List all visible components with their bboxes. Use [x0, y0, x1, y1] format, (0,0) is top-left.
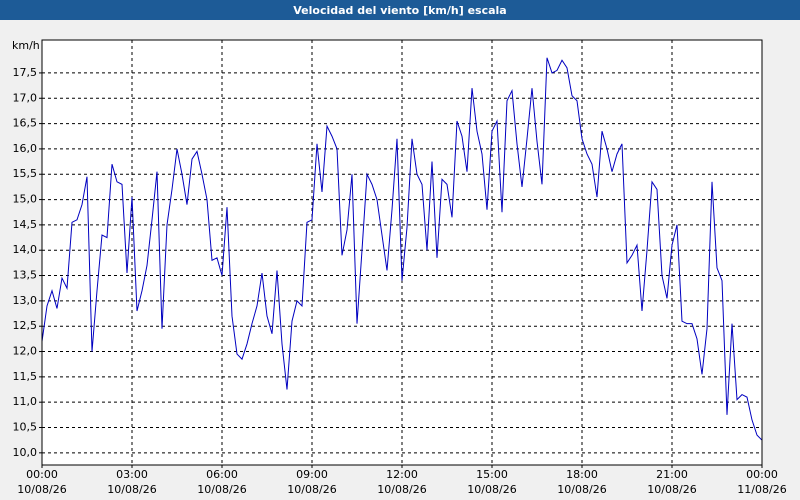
x-tick-label: 21:00: [656, 468, 688, 481]
title-bar: [0, 0, 800, 20]
y-tick-label: 10,0: [13, 446, 38, 459]
y-tick-label: 17,5: [13, 66, 38, 79]
x-tick-date: 11/08/26: [737, 483, 786, 496]
x-tick-date: 10/08/26: [467, 483, 516, 496]
data-line: [41, 57, 763, 441]
x-tick-date: 10/08/26: [197, 483, 246, 496]
y-tick-label: 16,5: [13, 117, 38, 130]
y-tick-label: 12,5: [13, 319, 38, 332]
y-tick-label: 13,5: [13, 269, 38, 282]
x-tick-label: 09:00: [296, 468, 328, 481]
x-tick-label: 18:00: [566, 468, 598, 481]
y-tick-label: 11,0: [13, 395, 38, 408]
y-tick-label: 14,5: [13, 218, 38, 231]
x-tick-date: 10/08/26: [287, 483, 336, 496]
y-axis-label: km/h: [12, 39, 40, 52]
y-tick-label: 12,0: [13, 345, 38, 358]
x-tick-date: 10/08/26: [17, 483, 66, 496]
x-tick-label: 00:00: [26, 468, 58, 481]
x-tick-label: 12:00: [386, 468, 418, 481]
y-tick-label: 13,0: [13, 294, 38, 307]
y-tick-label: 15,5: [13, 167, 38, 180]
x-tick-date: 10/08/26: [557, 483, 606, 496]
x-tick-label: 15:00: [476, 468, 508, 481]
plot-layer: [41, 40, 763, 465]
x-tick-date: 10/08/26: [107, 483, 156, 496]
y-tick-label: 15,0: [13, 193, 38, 206]
chart-title: Velocidad del viento [km/h] escala: [293, 4, 506, 17]
x-tick-label: 03:00: [116, 468, 148, 481]
x-tick-date: 10/08/26: [377, 483, 426, 496]
y-tick-label: 10,5: [13, 421, 38, 434]
x-tick-date: 10/08/26: [647, 483, 696, 496]
y-tick-label: 11,5: [13, 370, 38, 383]
y-tick-label: 17,0: [13, 91, 38, 104]
y-tick-label: 16,0: [13, 142, 38, 155]
x-tick-label: 06:00: [206, 468, 238, 481]
y-tick-label: 14,0: [13, 243, 38, 256]
x-tick-label: 00:00: [746, 468, 778, 481]
